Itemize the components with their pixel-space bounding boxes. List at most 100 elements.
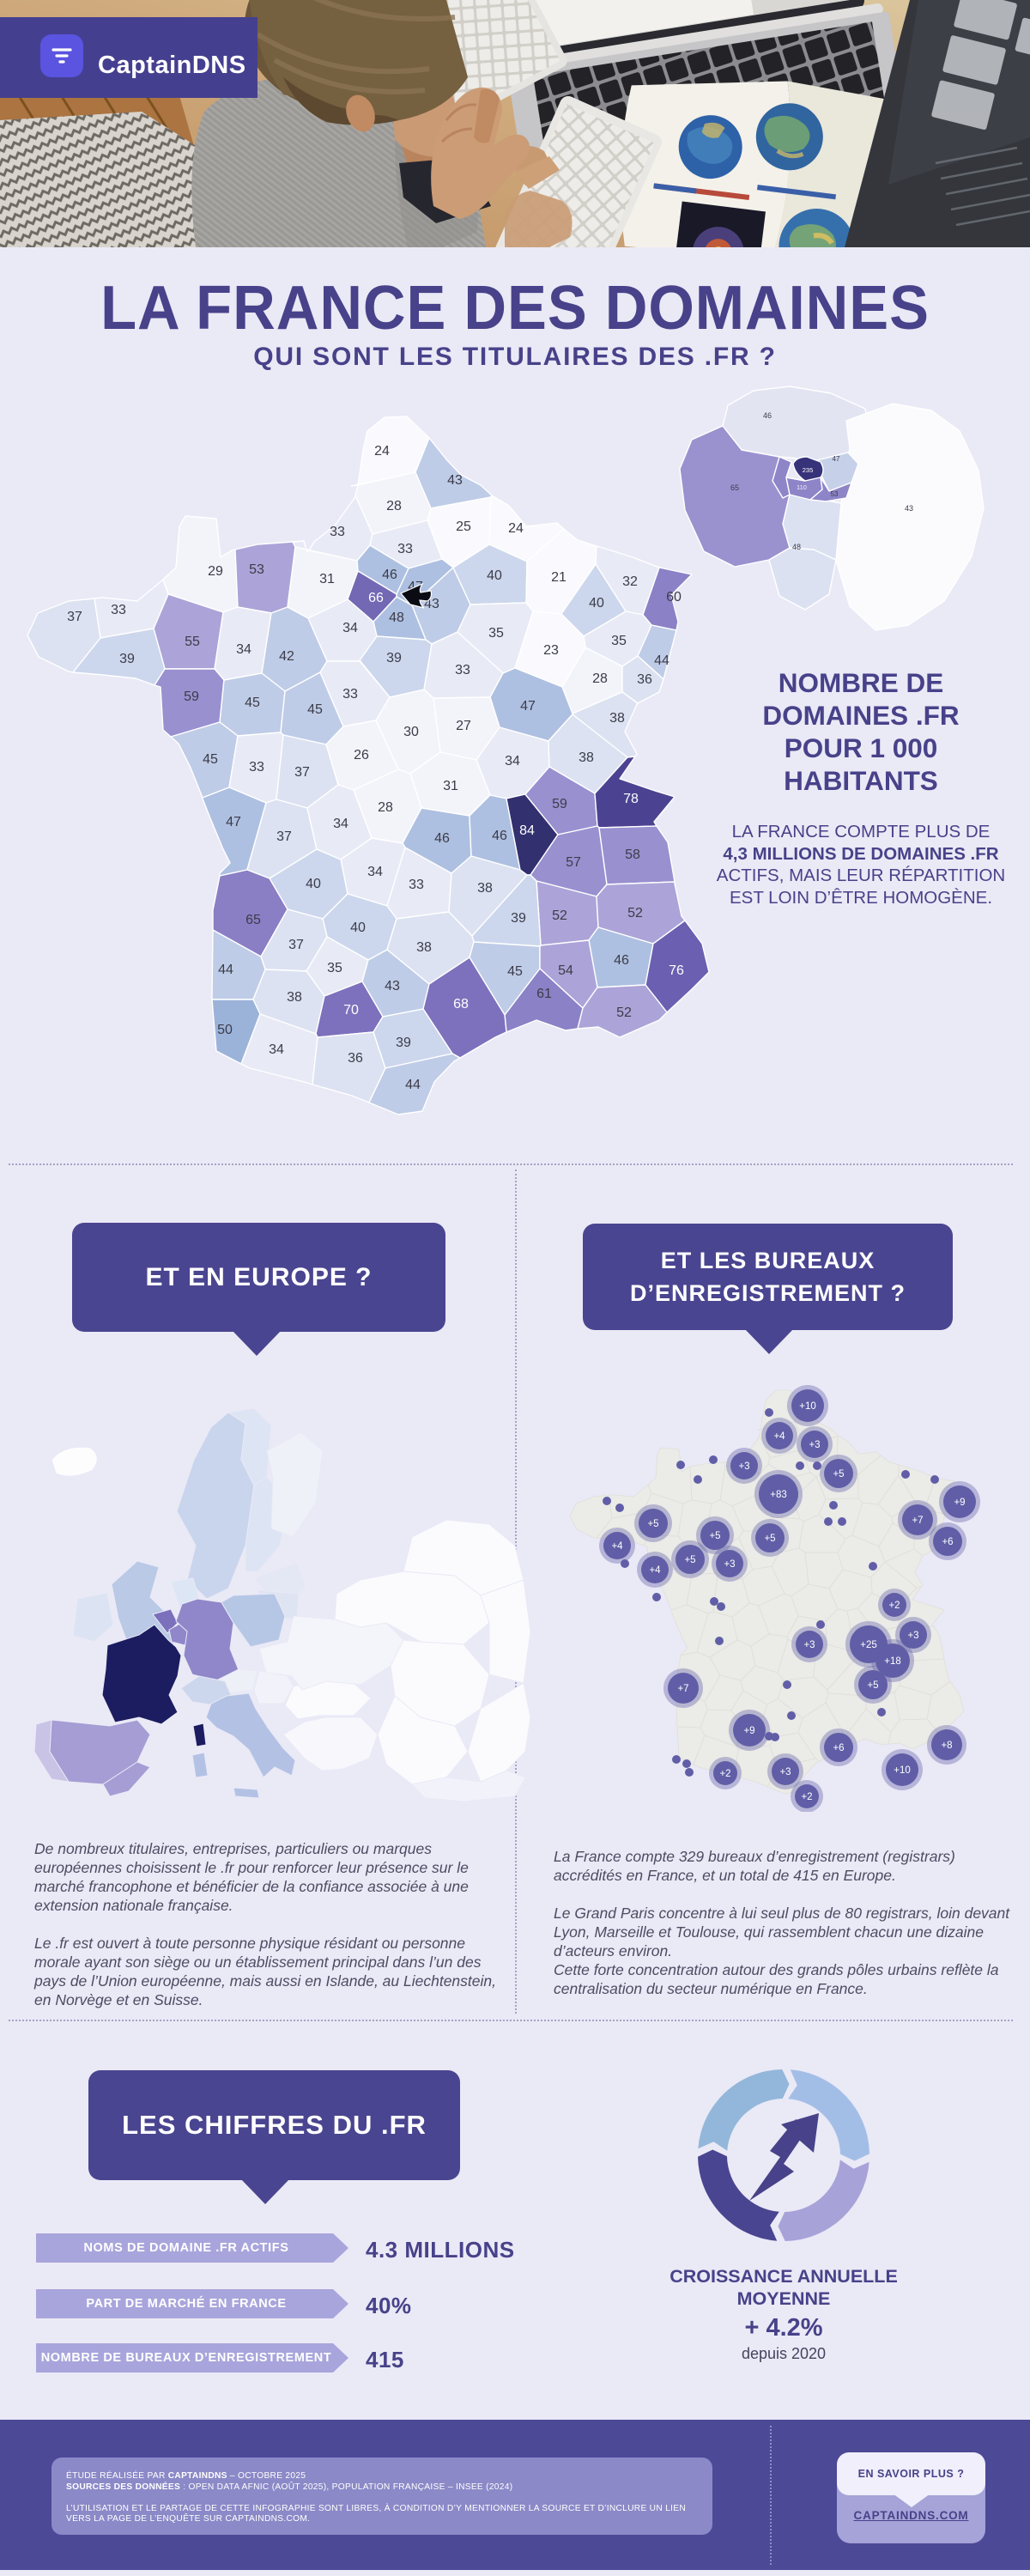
svg-text:35: 35 bbox=[611, 634, 627, 648]
svg-text:44: 44 bbox=[654, 653, 670, 668]
svg-text:43: 43 bbox=[447, 473, 463, 488]
svg-text:+5: +5 bbox=[764, 1534, 775, 1544]
svg-text:60: 60 bbox=[666, 590, 682, 605]
svg-text:48: 48 bbox=[389, 611, 404, 625]
svg-text:+5: +5 bbox=[867, 1680, 878, 1691]
svg-text:38: 38 bbox=[579, 750, 594, 765]
svg-text:+4: +4 bbox=[649, 1565, 661, 1576]
svg-text:58: 58 bbox=[625, 848, 640, 862]
svg-text:68: 68 bbox=[453, 997, 469, 1012]
svg-text:33: 33 bbox=[455, 663, 470, 677]
svg-text:66: 66 bbox=[368, 591, 384, 605]
svg-text:65: 65 bbox=[730, 483, 739, 492]
svg-text:52: 52 bbox=[616, 1005, 632, 1020]
svg-text:32: 32 bbox=[622, 574, 638, 589]
svg-text:46: 46 bbox=[763, 411, 772, 420]
svg-text:84: 84 bbox=[519, 823, 535, 838]
svg-text:+2: +2 bbox=[888, 1601, 900, 1611]
svg-text:59: 59 bbox=[184, 690, 199, 704]
svg-text:45: 45 bbox=[245, 696, 260, 710]
svg-text:55: 55 bbox=[185, 635, 200, 649]
svg-text:34: 34 bbox=[367, 865, 383, 879]
svg-text:+6: +6 bbox=[833, 1743, 844, 1753]
svg-text:+5: +5 bbox=[833, 1469, 844, 1479]
svg-text:27: 27 bbox=[456, 719, 471, 733]
svg-text:35: 35 bbox=[327, 961, 342, 975]
svg-text:+10: +10 bbox=[894, 1765, 911, 1776]
svg-text:43: 43 bbox=[385, 979, 400, 993]
svg-text:37: 37 bbox=[67, 610, 82, 624]
svg-text:28: 28 bbox=[592, 671, 608, 686]
svg-text:47: 47 bbox=[833, 455, 840, 463]
svg-text:48: 48 bbox=[792, 543, 801, 551]
svg-text:44: 44 bbox=[218, 963, 233, 977]
svg-text:31: 31 bbox=[443, 779, 458, 793]
svg-text:34: 34 bbox=[269, 1042, 284, 1057]
svg-text:21: 21 bbox=[551, 570, 566, 585]
svg-text:37: 37 bbox=[294, 765, 310, 780]
svg-text:29: 29 bbox=[208, 564, 223, 579]
svg-text:39: 39 bbox=[511, 911, 526, 926]
svg-text:46: 46 bbox=[492, 829, 507, 843]
svg-text:38: 38 bbox=[609, 711, 625, 726]
svg-text:+6: +6 bbox=[942, 1537, 953, 1547]
svg-text:37: 37 bbox=[276, 829, 292, 844]
svg-text:33: 33 bbox=[330, 525, 345, 539]
svg-text:+3: +3 bbox=[724, 1559, 735, 1570]
svg-text:40: 40 bbox=[589, 596, 604, 611]
svg-text:26: 26 bbox=[354, 748, 369, 762]
svg-text:+9: +9 bbox=[743, 1726, 754, 1736]
svg-text:+2: +2 bbox=[801, 1792, 812, 1802]
svg-text:45: 45 bbox=[507, 964, 523, 979]
svg-text:70: 70 bbox=[343, 1003, 359, 1018]
svg-text:+3: +3 bbox=[779, 1767, 791, 1777]
svg-text:61: 61 bbox=[536, 987, 552, 1001]
svg-text:+2: +2 bbox=[719, 1769, 730, 1779]
svg-text:235: 235 bbox=[803, 466, 814, 474]
svg-text:44: 44 bbox=[405, 1078, 421, 1092]
svg-text:38: 38 bbox=[416, 940, 432, 955]
svg-text:39: 39 bbox=[396, 1036, 411, 1050]
svg-text:+7: +7 bbox=[912, 1516, 923, 1526]
svg-text:40: 40 bbox=[350, 920, 366, 935]
svg-text:45: 45 bbox=[203, 752, 218, 767]
svg-text:33: 33 bbox=[397, 542, 413, 556]
svg-text:47: 47 bbox=[520, 699, 536, 714]
svg-text:39: 39 bbox=[386, 651, 402, 665]
svg-text:+83: +83 bbox=[770, 1490, 787, 1500]
svg-text:33: 33 bbox=[342, 687, 358, 702]
svg-text:43: 43 bbox=[905, 504, 913, 513]
svg-text:+25: +25 bbox=[860, 1640, 877, 1650]
svg-text:46: 46 bbox=[434, 831, 450, 846]
svg-text:+4: +4 bbox=[611, 1541, 623, 1552]
svg-text:33: 33 bbox=[249, 760, 264, 775]
svg-text:59: 59 bbox=[552, 797, 567, 811]
svg-text:33: 33 bbox=[409, 878, 424, 892]
svg-text:46: 46 bbox=[614, 953, 629, 968]
svg-text:37: 37 bbox=[288, 938, 304, 952]
svg-text:40: 40 bbox=[487, 568, 502, 583]
svg-text:42: 42 bbox=[279, 649, 294, 664]
svg-text:25: 25 bbox=[456, 519, 471, 534]
svg-text:35: 35 bbox=[488, 626, 504, 641]
svg-text:+18: +18 bbox=[884, 1656, 901, 1667]
svg-text:45: 45 bbox=[307, 702, 323, 717]
svg-text:+10: +10 bbox=[799, 1401, 816, 1412]
svg-text:28: 28 bbox=[386, 499, 402, 513]
svg-text:+3: +3 bbox=[803, 1640, 815, 1650]
svg-text:+5: +5 bbox=[709, 1531, 720, 1541]
svg-text:50: 50 bbox=[217, 1023, 233, 1037]
svg-text:+5: +5 bbox=[684, 1555, 695, 1565]
svg-text:34: 34 bbox=[505, 754, 520, 769]
svg-text:33: 33 bbox=[111, 603, 126, 617]
svg-text:38: 38 bbox=[477, 881, 493, 896]
svg-text:34: 34 bbox=[236, 642, 251, 657]
svg-text:+9: +9 bbox=[954, 1498, 965, 1508]
svg-text:110: 110 bbox=[797, 483, 807, 491]
svg-text:24: 24 bbox=[374, 444, 390, 459]
svg-text:+4: +4 bbox=[773, 1431, 785, 1442]
svg-text:52: 52 bbox=[552, 908, 567, 923]
svg-text:65: 65 bbox=[245, 913, 261, 927]
svg-text:+3: +3 bbox=[738, 1461, 749, 1472]
svg-text:34: 34 bbox=[333, 817, 348, 831]
